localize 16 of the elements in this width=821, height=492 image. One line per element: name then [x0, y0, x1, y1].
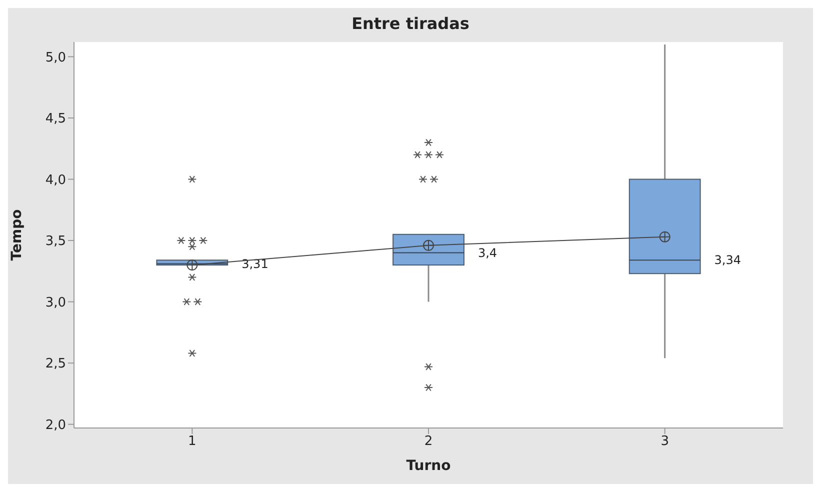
y-tick-label: 2,0	[45, 418, 66, 433]
x-tick-label: 2	[424, 434, 433, 450]
y-axis-title: Tempo	[8, 208, 25, 261]
y-tick-label: 4,5	[45, 112, 66, 127]
x-axis-title: Turno	[406, 458, 452, 474]
y-tick-label: 4,0	[45, 172, 66, 188]
x-tick-label: 1	[188, 434, 196, 450]
y-tick-label: 5,0	[45, 50, 66, 66]
x-tick-label: 3	[660, 434, 669, 450]
text: 3,34	[714, 253, 741, 268]
y-tick-label: 2,5	[45, 356, 66, 372]
y-tick-label: 3,5	[45, 234, 66, 250]
chart-title: Entre tiradas	[350, 14, 470, 33]
text: 3,4	[478, 246, 498, 260]
text: 3,31	[242, 256, 268, 271]
y-tick-label: 3,0	[45, 295, 66, 310]
